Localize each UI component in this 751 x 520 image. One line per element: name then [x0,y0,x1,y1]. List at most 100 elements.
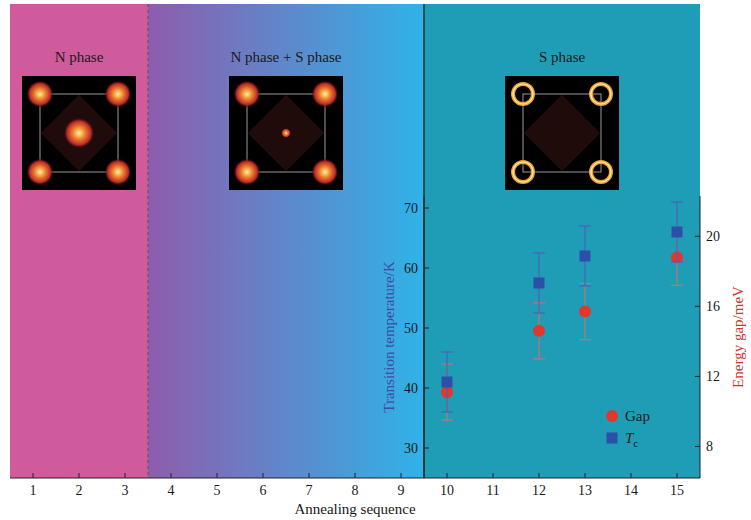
phase-label: S phase [539,49,586,65]
x-tick-label: 9 [398,483,405,498]
x-tick [263,473,264,478]
phase-label: N phase + S phase [231,49,342,65]
phase-region [148,4,424,478]
x-tick [677,473,678,478]
inset-blob [63,117,95,149]
y-axis-title: Transition temperature/K [381,261,397,413]
error-bar [579,226,591,286]
y-tick [424,268,429,269]
inset-blob [26,80,54,108]
inset-ground [229,76,343,190]
x-tick [493,473,494,478]
error-bar [441,352,453,412]
inset-blob [311,158,339,186]
inset-ring [591,84,611,104]
inset-ring [513,84,533,104]
x-tick-label: 12 [532,483,546,498]
error-cap [441,351,453,352]
y2-tick-label: 12 [706,369,720,384]
error-cap [579,285,591,286]
x-tick [447,473,448,478]
error-bar [671,202,683,262]
x-tick [631,473,632,478]
inset-zone [248,95,324,171]
x-tick [217,473,218,478]
inset-ring [591,162,611,182]
error-cap [671,201,683,202]
x-tick [585,473,586,478]
tc-point [580,251,591,262]
y-tick [424,388,429,389]
x-tick-label: 1 [30,483,37,498]
x-tick-label: 13 [578,483,592,498]
x-tick-label: 2 [76,483,83,498]
error-cap [671,285,683,286]
gap-point [533,325,545,337]
inset-blob [281,128,291,138]
x-tick-label: 11 [486,483,499,498]
legend-label: Tc [625,430,638,449]
y2-axis-title: Energy gap/meV [730,286,746,388]
phase-label: N phase [55,49,104,65]
error-cap [533,252,545,253]
y-tick [424,328,429,329]
tc-point [534,278,545,289]
error-cap [441,411,453,412]
x-tick-label: 14 [624,483,638,498]
y2-tick [695,376,700,377]
x-tick-label: 6 [260,483,267,498]
inset-blob [104,158,132,186]
y2-axis [700,196,701,478]
inset-zone-line [40,94,118,172]
y-tick-label: 70 [404,201,418,216]
error-cap [579,339,591,340]
x-tick-label: 7 [306,483,313,498]
y2-tick-label: 8 [706,439,713,454]
x-tick [79,473,80,478]
y-tick-label: 30 [404,441,418,456]
inset-ground [505,76,619,190]
y2-tick-label: 20 [706,229,720,244]
error-cap [533,312,545,313]
inset-zone [41,95,117,171]
y-tick [424,208,429,209]
fermi-map-inset [22,76,136,190]
inset-blob [233,158,261,186]
y2-tick-label: 16 [706,299,720,314]
y-axis [424,196,425,478]
legend-label: Gap [625,408,650,424]
data-group [441,202,683,420]
x-tick [355,473,356,478]
tc-point [442,377,453,388]
x-tick [33,473,34,478]
y-tick-label: 60 [404,261,418,276]
error-cap [441,420,453,421]
x-tick-label: 8 [352,483,359,498]
error-bar [579,284,591,340]
x-tick [309,473,310,478]
legend-marker [607,433,618,444]
chart: N phaseN phase + S phaseS phase123456789… [0,0,751,520]
y2-tick [695,236,700,237]
y-tick-label: 40 [404,381,418,396]
inset-blob [233,80,261,108]
inset-zone-line [247,94,325,172]
inset-ring [513,162,533,182]
legend-label-sub: c [633,437,638,449]
x-tick [401,473,402,478]
phase-boundary [148,4,149,478]
y2-tick [695,306,700,307]
x-tick-label: 4 [168,483,175,498]
fermi-map-inset [505,76,619,190]
inset-ring [591,84,611,104]
x-tick-label: 10 [440,483,454,498]
error-cap [579,225,591,226]
tc-point [672,227,683,238]
inset-ground [22,76,136,190]
inset-ring [591,162,611,182]
error-cap [671,261,683,262]
gap-point [579,306,591,318]
phase-region [424,4,700,478]
legend-marker [606,410,618,422]
phase-boundary [423,4,424,478]
